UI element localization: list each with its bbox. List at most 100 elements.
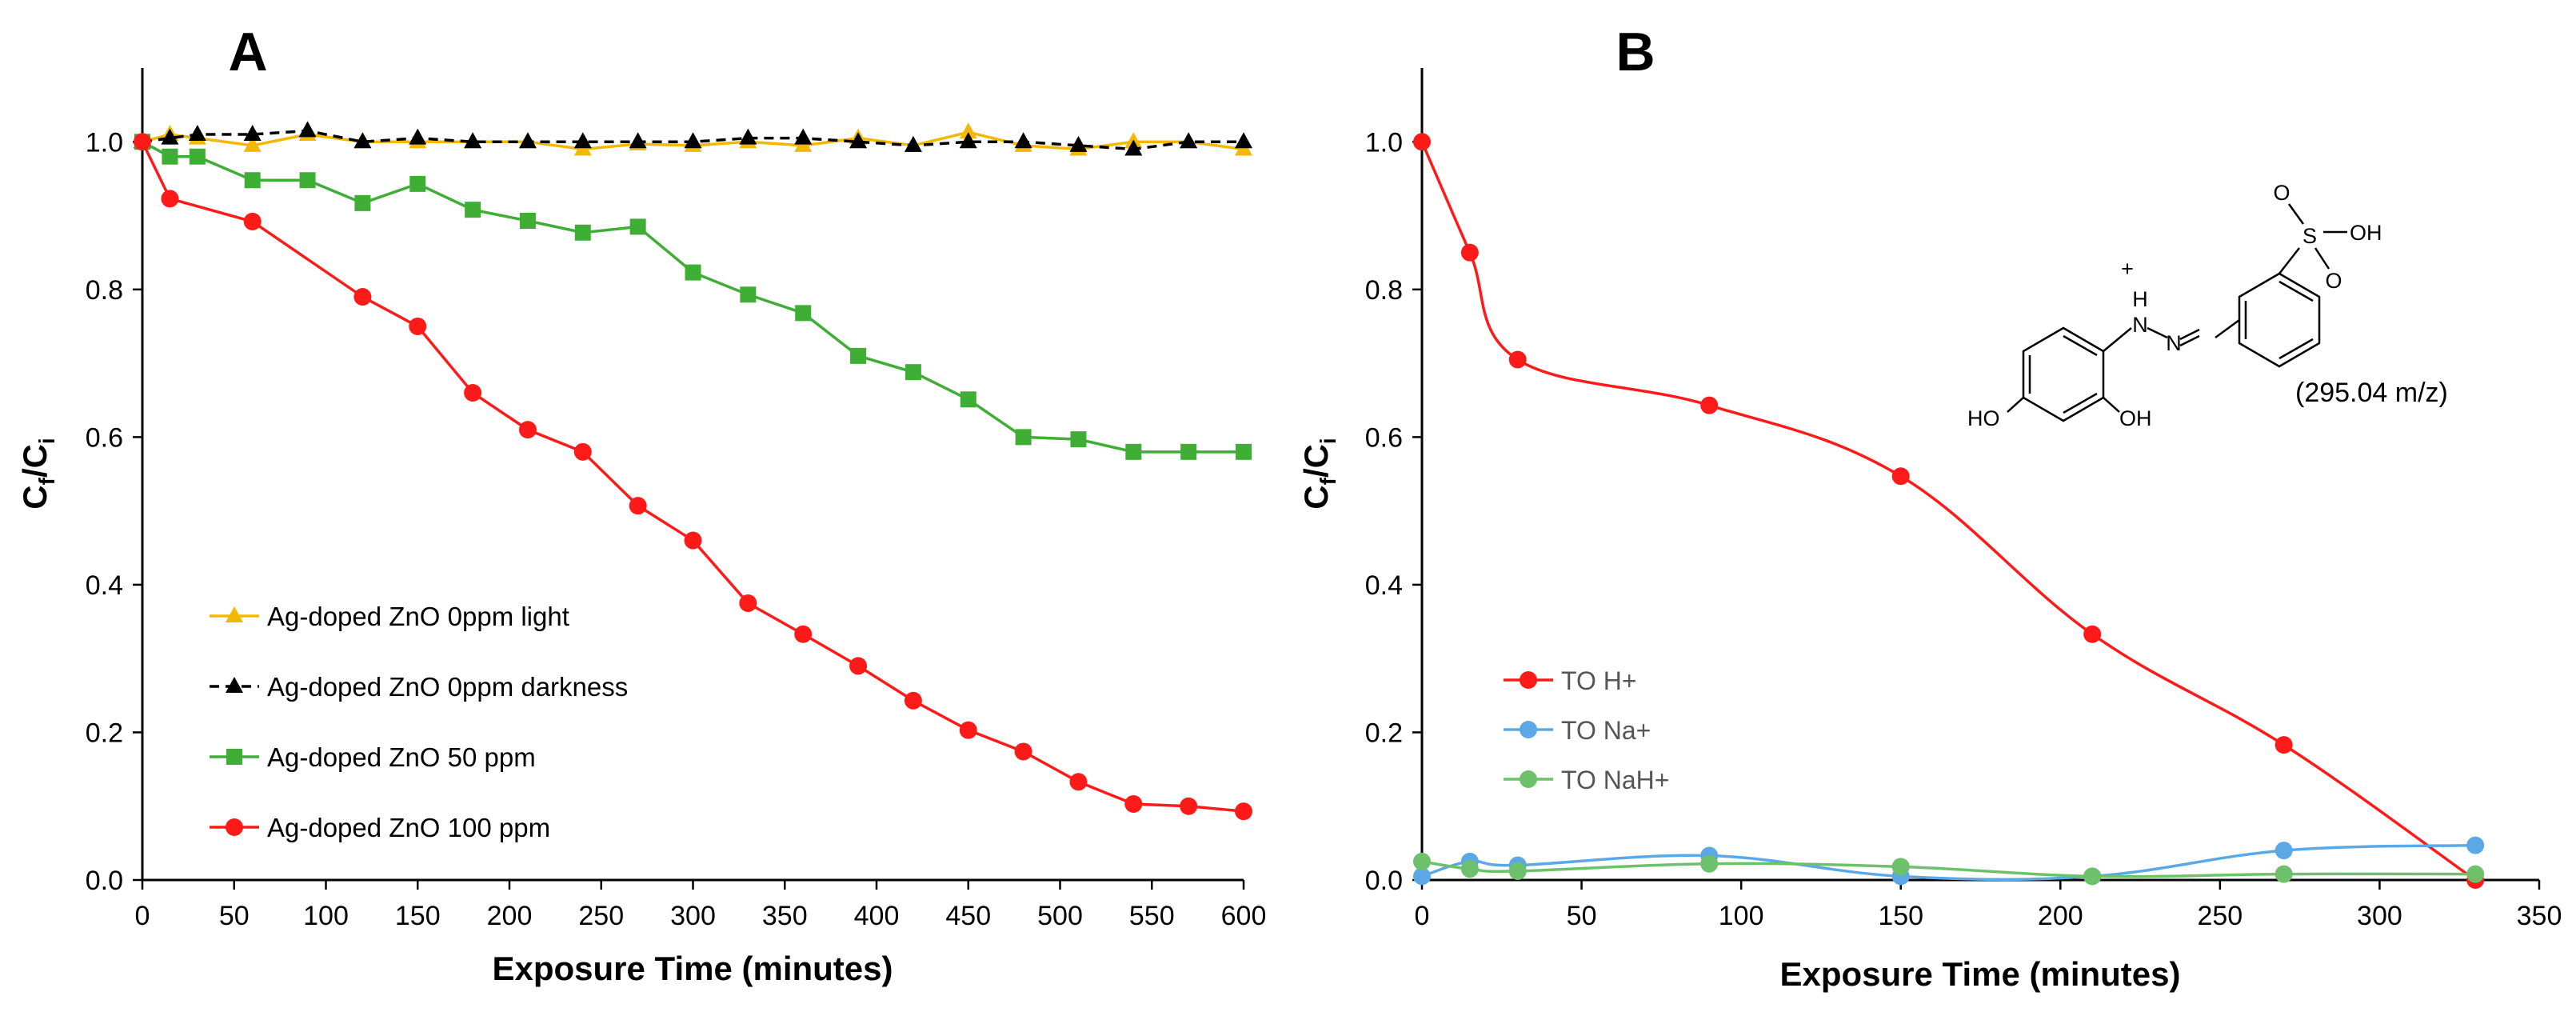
panel-b-x-ticks: 0 50 100 150 200 250 300 350 xyxy=(1415,880,2562,931)
structure-o-top: O xyxy=(2273,181,2290,205)
data-point xyxy=(409,317,427,335)
right-ring-double-bond xyxy=(2278,280,2314,302)
data-point xyxy=(465,202,481,218)
legend-item-1: TO Na+ xyxy=(1504,716,1651,745)
x-tick-label: 450 xyxy=(945,901,991,931)
bond-s-to-o-bottom xyxy=(2314,247,2330,270)
data-point xyxy=(353,132,372,149)
data-point xyxy=(1413,852,1431,870)
y-tick-label: 0.6 xyxy=(1365,422,1403,453)
data-point xyxy=(1235,132,1252,149)
data-point xyxy=(684,531,702,550)
data-point xyxy=(353,288,372,306)
data-point xyxy=(1015,429,1032,446)
series-line xyxy=(141,141,1244,813)
data-point xyxy=(573,132,592,149)
legend-marker xyxy=(226,606,243,622)
x-tick-label: 0 xyxy=(1415,901,1430,931)
panel-b-legend: TO H+ TO Na+ TO NaH+ xyxy=(1504,666,1669,794)
y-tick-label: 0.8 xyxy=(1365,275,1403,306)
left-ring-double-bond xyxy=(2063,334,2098,357)
x-tick-label: 600 xyxy=(1221,901,1267,931)
x-tick-label: 250 xyxy=(2197,901,2243,931)
data-point xyxy=(298,121,317,138)
legend-marker xyxy=(1520,770,1537,788)
series-1 xyxy=(1413,836,2485,886)
y-tick-label: 0.0 xyxy=(1365,866,1403,896)
legend-item-3: Ag-doped ZnO 100 ppm xyxy=(210,813,550,842)
y-tick-label: 0.0 xyxy=(86,866,123,896)
structure-n1: N xyxy=(2132,313,2148,337)
chemical-structure xyxy=(2007,203,2347,422)
data-point xyxy=(518,132,537,149)
x-tick-label: 50 xyxy=(1567,901,1597,931)
series-line xyxy=(142,130,1244,151)
data-point xyxy=(299,172,316,189)
legend-label: TO Na+ xyxy=(1561,716,1651,745)
x-tick-label: 350 xyxy=(2517,901,2562,931)
y-tick-label: 0.4 xyxy=(1365,570,1403,601)
data-point xyxy=(1508,350,1527,369)
data-point xyxy=(1413,867,1431,886)
data-point xyxy=(739,128,757,145)
series-3 xyxy=(134,133,1252,821)
data-point xyxy=(1125,443,1142,460)
structure-o-bottom: O xyxy=(2325,269,2342,293)
data-point xyxy=(1069,773,1088,791)
legend-marker xyxy=(226,818,243,836)
x-tick-label: 300 xyxy=(2357,901,2402,931)
data-point xyxy=(629,132,647,149)
panel-a-label: A xyxy=(228,22,267,82)
y-tick-label: 0.2 xyxy=(86,718,123,748)
data-point xyxy=(684,132,702,149)
panel-a-x-axis-title: Exposure Time (minutes) xyxy=(492,950,893,987)
x-tick-label: 150 xyxy=(395,901,441,931)
right-ring-double-bond xyxy=(2278,338,2314,360)
data-point xyxy=(905,364,921,381)
data-point xyxy=(1069,135,1088,152)
legend-marker xyxy=(226,749,242,765)
data-point xyxy=(629,497,647,515)
data-point xyxy=(574,224,591,241)
legend-marker xyxy=(1520,671,1537,689)
data-point xyxy=(2466,865,2485,883)
data-point xyxy=(243,212,262,230)
legend-item-1: Ag-doped ZnO 0ppm darkness xyxy=(210,672,628,702)
data-point xyxy=(959,132,977,149)
x-tick-label: 150 xyxy=(1878,901,1923,931)
series-line xyxy=(1421,860,2476,878)
x-tick-label: 200 xyxy=(487,901,533,931)
legend-label: TO NaH+ xyxy=(1561,766,1669,794)
y-tick-label: 0.4 xyxy=(86,570,123,601)
data-point xyxy=(739,594,757,612)
panel-b-y-ticks: 0.0 0.2 0.4 0.6 0.8 1.0 xyxy=(1365,127,1422,896)
panel-a-y-axis-title: Cf/Ci xyxy=(16,438,59,509)
data-point xyxy=(519,213,536,230)
data-point xyxy=(134,133,151,151)
panel-b-series xyxy=(1413,133,2485,889)
data-point xyxy=(243,125,262,142)
data-point xyxy=(1460,860,1479,878)
series-2 xyxy=(1413,852,2485,886)
legend-label: Ag-doped ZnO 100 ppm xyxy=(267,813,550,842)
x-tick-label: 100 xyxy=(1719,901,1764,931)
x-tick-label: 250 xyxy=(578,901,624,931)
structure-n2: N xyxy=(2166,331,2182,355)
legend-marker xyxy=(226,677,243,693)
panel-a-y-ticks: 0.0 0.2 0.4 0.6 0.8 1.0 xyxy=(86,127,142,896)
y-tick-label: 0.8 xyxy=(86,275,123,306)
data-point xyxy=(1891,858,1910,876)
data-point xyxy=(1014,132,1032,149)
data-point xyxy=(904,135,922,152)
structure-oh-ring: OH xyxy=(2119,406,2152,430)
y-tick-label: 1.0 xyxy=(86,127,123,158)
data-point xyxy=(1413,133,1431,151)
data-point xyxy=(794,128,813,145)
data-point xyxy=(740,286,757,303)
legend-label: TO H+ xyxy=(1561,666,1637,695)
data-point xyxy=(189,148,206,165)
data-point xyxy=(1236,443,1252,460)
data-point xyxy=(1180,443,1197,460)
data-point xyxy=(464,384,482,402)
panel-b: B Exposure Time (minutes) Cf/Ci 0 50 100 15… xyxy=(1297,22,2562,993)
